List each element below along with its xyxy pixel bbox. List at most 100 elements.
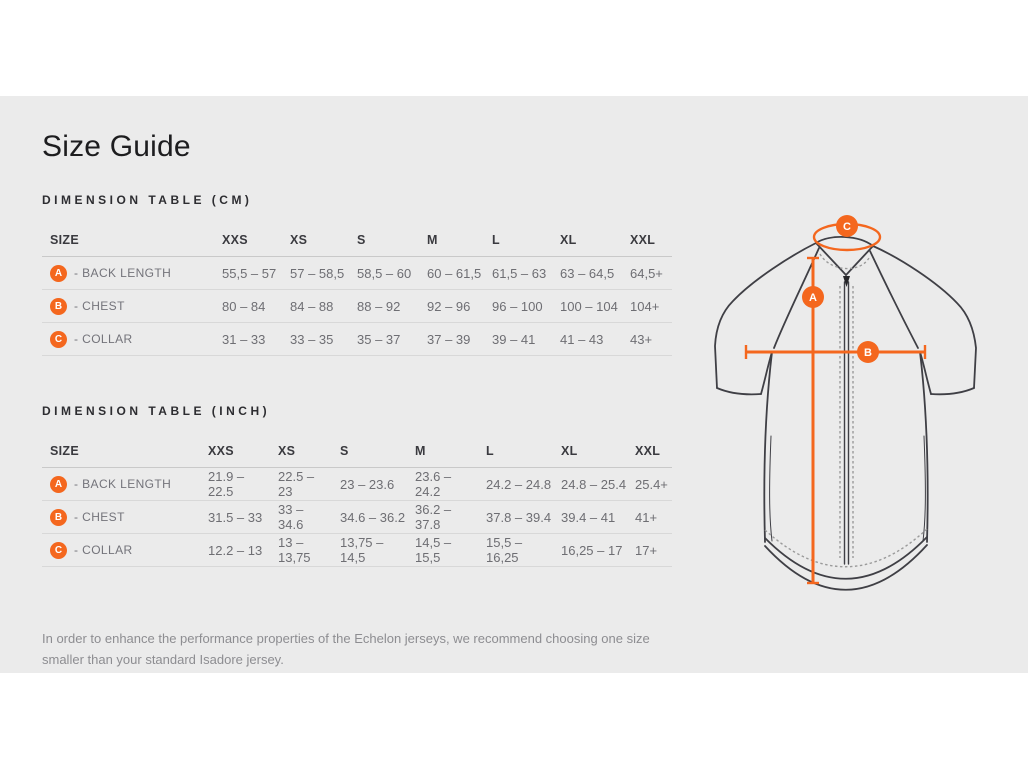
column-header-l: L [478, 444, 553, 468]
cell-value: 58,5 – 60 [349, 256, 419, 290]
cell-value: 80 – 84 [214, 289, 282, 323]
jersey-outline [714, 236, 977, 591]
dimension-table-inch-heading: DIMENSION TABLE (INCH) [42, 404, 271, 418]
cell-value: 96 – 100 [484, 289, 552, 323]
cell-value: 12.2 – 13 [200, 533, 270, 567]
table-row-back-length: A - BACK LENGTH 55,5 – 57 57 – 58,5 58,5… [42, 256, 672, 290]
cell-value: 39 – 41 [484, 322, 552, 356]
column-header-s: S [349, 233, 419, 257]
cell-value: 15,5 – 16,25 [478, 533, 553, 567]
dimension-table-cm: SIZE XXS XS S M L XL XXL A - BACK LENGTH… [42, 233, 672, 356]
page-title: Size Guide [42, 130, 191, 164]
cell-value: 37 – 39 [419, 322, 484, 356]
table-header-row: SIZE XXS XS S M L XL XXL [42, 233, 672, 257]
cell-value: 43+ [622, 322, 672, 356]
cell-value: 57 – 58,5 [282, 256, 349, 290]
cell-value: 60 – 61,5 [419, 256, 484, 290]
column-header-xxs: XXS [214, 233, 282, 257]
marker-badge-a [802, 286, 824, 308]
dimension-table-cm-section: DIMENSION TABLE (CM) SIZE XXS XS S M L X… [42, 193, 672, 356]
marker-badge-c: C [50, 541, 67, 559]
marker-badge-c: C [50, 330, 67, 348]
zip-pull [843, 276, 850, 287]
table-row-collar: C - COLLAR 12.2 – 13 13 – 13,75 13,75 – … [42, 533, 672, 567]
marker-badges: A B C [802, 215, 879, 363]
cell-value: 41+ [627, 500, 672, 534]
cell-value: 64,5+ [622, 256, 672, 290]
cell-value: 39.4 – 41 [553, 500, 627, 534]
table-header-row: SIZE XXS XS S M L XL XXL [42, 444, 672, 468]
table-row-back-length: A - BACK LENGTH 21.9 – 22.5 22.5 – 23 23… [42, 467, 672, 501]
cell-value: 88 – 92 [349, 289, 419, 323]
cell-value: 31 – 33 [214, 322, 282, 356]
measurement-lines [744, 222, 927, 585]
row-label-back-length: A - BACK LENGTH [50, 475, 200, 493]
cell-value: 13,75 – 14,5 [332, 533, 407, 567]
column-header-size: SIZE [42, 233, 214, 257]
cell-value: 24.2 – 24.8 [478, 467, 553, 501]
cell-value: 23.6 – 24.2 [407, 467, 478, 501]
cell-value: 36.2 – 37.8 [407, 500, 478, 534]
cell-value: 34.6 – 36.2 [332, 500, 407, 534]
cell-value: 25.4+ [627, 467, 672, 501]
size-recommendation-note: In order to enhance the performance prop… [42, 631, 650, 667]
marker-badge-b: B [50, 508, 67, 526]
column-header-m: M [407, 444, 478, 468]
marker-letter-b: B [864, 347, 872, 359]
row-label-chest: B - CHEST [50, 508, 200, 526]
marker-badge-a: A [50, 475, 67, 493]
table-row-chest: B - CHEST 80 – 84 84 – 88 88 – 92 92 – 9… [42, 289, 672, 323]
cell-value: 22.5 – 23 [270, 467, 332, 501]
column-header-xs: XS [270, 444, 332, 468]
cell-value: 37.8 – 39.4 [478, 500, 553, 534]
cell-value: 41 – 43 [552, 322, 622, 356]
cell-value: 61,5 – 63 [484, 256, 552, 290]
jersey-diagram-svg: A B C [714, 215, 977, 591]
jersey-measurement-diagram: A B C [695, 196, 990, 601]
marker-letter-a: A [809, 292, 817, 304]
row-label-text: - COLLAR [74, 332, 133, 346]
row-label-text: - BACK LENGTH [74, 477, 172, 491]
row-label-text: - BACK LENGTH [74, 266, 172, 280]
cell-value: 35 – 37 [349, 322, 419, 356]
row-label-collar: C - COLLAR [50, 330, 214, 348]
column-header-xl: XL [552, 233, 622, 257]
column-header-xl: XL [553, 444, 627, 468]
column-header-xxl: XXL [627, 444, 672, 468]
cell-value: 33 – 35 [282, 322, 349, 356]
cell-value: 104+ [622, 289, 672, 323]
cell-value: 21.9 – 22.5 [200, 467, 270, 501]
cell-value: 92 – 96 [419, 289, 484, 323]
column-header-l: L [484, 233, 552, 257]
cell-value: 63 – 64,5 [552, 256, 622, 290]
cell-value: 13 – 13,75 [270, 533, 332, 567]
marker-badge-b [857, 341, 879, 363]
jersey-stitching [764, 253, 928, 568]
marker-badge-b: B [50, 297, 67, 315]
dimension-table-inch: SIZE XXS XS S M L XL XXL A - BACK LENGTH… [42, 444, 672, 567]
size-guide-panel: Size Guide DIMENSION TABLE (CM) SIZE XXS… [0, 96, 1028, 673]
cell-value: 23 – 23.6 [332, 467, 407, 501]
column-header-s: S [332, 444, 407, 468]
row-label-back-length: A - BACK LENGTH [50, 264, 214, 282]
marker-badge-a: A [50, 264, 67, 282]
table-row-chest: B - CHEST 31.5 – 33 33 – 34.6 34.6 – 36.… [42, 500, 672, 534]
dimension-table-cm-heading: DIMENSION TABLE (CM) [42, 193, 253, 207]
cell-value: 14,5 – 15,5 [407, 533, 478, 567]
column-header-xxl: XXL [622, 233, 672, 257]
row-label-collar: C - COLLAR [50, 541, 200, 559]
cell-value: 31.5 – 33 [200, 500, 270, 534]
cell-value: 24.8 – 25.4 [553, 467, 627, 501]
cell-value: 84 – 88 [282, 289, 349, 323]
cell-value: 33 – 34.6 [270, 500, 332, 534]
marker-badge-c [836, 215, 858, 237]
table-row-collar: C - COLLAR 31 – 33 33 – 35 35 – 37 37 – … [42, 322, 672, 356]
cell-value: 100 – 104 [552, 289, 622, 323]
column-header-xs: XS [282, 233, 349, 257]
cell-value: 55,5 – 57 [214, 256, 282, 290]
column-header-m: M [419, 233, 484, 257]
column-header-size: SIZE [42, 444, 200, 468]
marker-letter-c: C [843, 221, 851, 233]
cell-value: 16,25 – 17 [553, 533, 627, 567]
cell-value: 17+ [627, 533, 672, 567]
